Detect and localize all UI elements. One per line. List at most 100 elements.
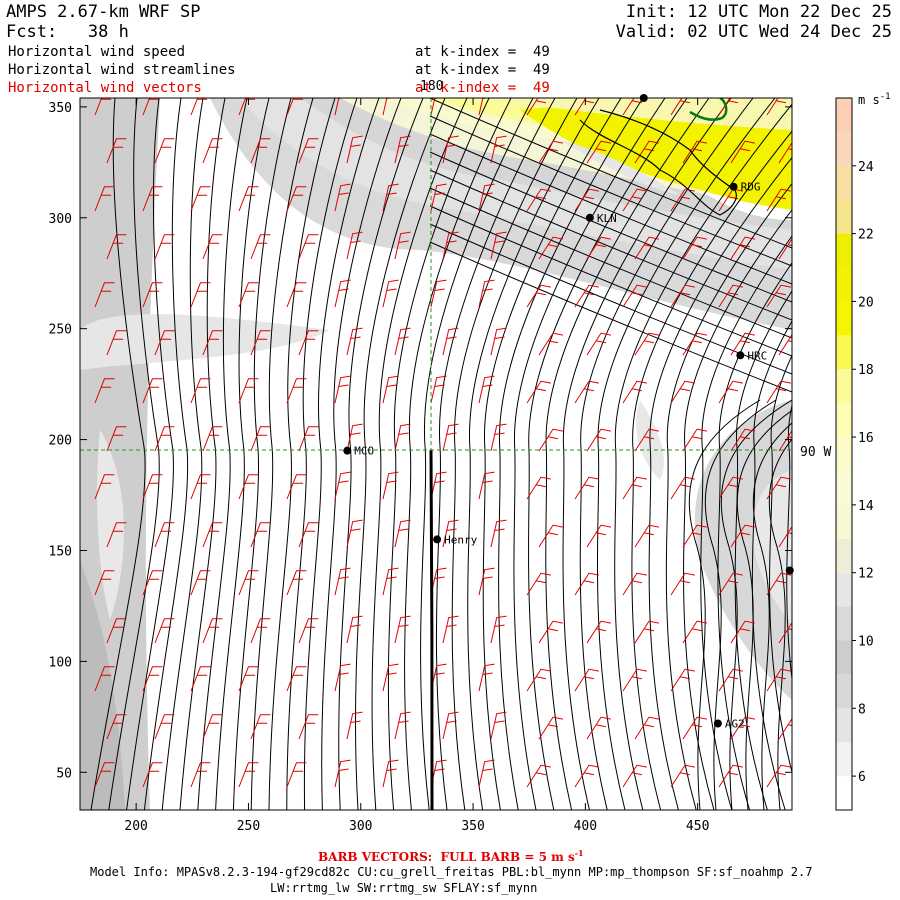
colorbar-bin xyxy=(836,199,852,234)
wind-barb xyxy=(478,471,495,500)
wind-barb xyxy=(634,716,659,740)
wind-barb xyxy=(430,183,447,212)
wind-barb xyxy=(250,714,271,740)
wind-barb xyxy=(526,476,551,500)
wind-barb xyxy=(778,237,792,260)
wind-barb xyxy=(622,764,647,788)
wind-barb xyxy=(154,234,175,260)
wind-barb xyxy=(682,524,707,548)
wind-barb xyxy=(766,188,791,212)
wind-barb xyxy=(526,380,551,404)
model-info-2: LW:rrtmg_lw SW:rrtmg_sw SFLAY:sf_mynn xyxy=(270,881,538,895)
streamline xyxy=(429,223,792,375)
colorbar-bin xyxy=(836,708,852,743)
station-label: AG2 xyxy=(725,717,745,730)
wind-barb xyxy=(478,759,495,788)
wind-barb xyxy=(586,332,611,356)
colorbar-bin xyxy=(836,742,852,777)
wind-barb xyxy=(346,711,363,740)
wind-barb xyxy=(538,620,563,644)
wind-barb xyxy=(250,522,271,548)
wind-barb xyxy=(382,471,399,500)
wind-barb xyxy=(622,476,647,500)
streamline xyxy=(579,98,754,810)
wind-barb xyxy=(154,618,175,644)
forecast-hour: Fcst: 38 h xyxy=(6,22,129,42)
wind-barb xyxy=(94,378,115,404)
colorbar-label: 14 xyxy=(858,499,874,514)
valid-time: Valid: 02 UTC Wed 24 Dec 25 xyxy=(615,22,892,42)
wind-barb xyxy=(334,375,351,404)
colorbar-bin xyxy=(836,98,852,132)
station-dot xyxy=(433,535,442,544)
streamline xyxy=(752,422,792,810)
wind-barb xyxy=(622,98,643,116)
field-level-2: at k-index = 49 xyxy=(415,62,550,78)
wind-barb xyxy=(670,764,695,788)
wind-barb xyxy=(526,98,547,116)
wind-barb xyxy=(298,330,319,356)
wind-barb xyxy=(346,519,363,548)
colorbar-bin xyxy=(836,335,852,370)
wind-barb xyxy=(298,522,319,548)
wind-barb xyxy=(526,284,551,308)
wind-barb xyxy=(682,620,707,644)
wind-barb xyxy=(730,236,755,260)
wind-barb xyxy=(634,620,659,644)
wind-barb xyxy=(394,519,411,548)
wind-barb xyxy=(346,327,363,356)
wind-barb xyxy=(394,615,411,644)
wind-barb xyxy=(142,666,163,692)
station-dot xyxy=(736,351,745,360)
wind-barb xyxy=(634,428,659,452)
x-tick-label: 400 xyxy=(574,819,597,834)
station-dot xyxy=(585,213,594,222)
wind-barb xyxy=(538,236,563,260)
wind-barb xyxy=(142,98,160,116)
wind-barb xyxy=(298,714,319,740)
wind-barb xyxy=(298,138,319,164)
coastline xyxy=(579,98,737,216)
wind-barb xyxy=(190,186,211,212)
streamline xyxy=(451,98,578,810)
colorbar-bin xyxy=(836,131,852,166)
streamline xyxy=(429,169,792,321)
grid-label-top: 180 xyxy=(420,79,443,94)
wind-barb xyxy=(382,567,399,596)
wind-barb xyxy=(190,570,211,596)
wind-barb xyxy=(574,284,599,308)
streamline xyxy=(700,235,792,810)
wind-barb xyxy=(94,98,112,116)
x-tick-label: 450 xyxy=(686,819,709,834)
wind-barb xyxy=(634,332,659,356)
wind-barb xyxy=(766,668,791,692)
wind-barb xyxy=(202,426,223,452)
stations: MCO Henry KLN RDG HRC AG2 xyxy=(343,94,794,730)
wind-barb xyxy=(718,380,743,404)
wind-barb xyxy=(238,282,259,308)
streamline xyxy=(371,98,468,810)
wind-barb xyxy=(490,711,507,740)
wind-barb xyxy=(490,327,507,356)
station-dot xyxy=(639,94,648,102)
streamline xyxy=(688,399,761,810)
colorbar-bin xyxy=(836,267,852,302)
wind-barb xyxy=(574,476,599,500)
wind-barb xyxy=(154,330,175,356)
wind-barb xyxy=(442,519,459,548)
station-label: Henry xyxy=(444,533,477,546)
wind-barb xyxy=(382,759,399,788)
barb-note: BARB VECTORS: FULL BARB = 5 m s-1 xyxy=(318,848,584,864)
wind-barb xyxy=(670,188,695,212)
wind-barb xyxy=(730,524,755,548)
y-tick-label: 250 xyxy=(49,323,72,338)
wind-barb xyxy=(670,476,695,500)
colorbar-bin xyxy=(836,470,852,505)
wind-barb xyxy=(670,668,695,692)
streamline xyxy=(429,115,792,267)
y-tick-label: 150 xyxy=(49,544,72,559)
wind-barb xyxy=(250,138,271,164)
field-name-1: Horizontal wind speed xyxy=(8,44,186,60)
wind-barb xyxy=(238,570,259,596)
wind-barb xyxy=(490,519,507,548)
